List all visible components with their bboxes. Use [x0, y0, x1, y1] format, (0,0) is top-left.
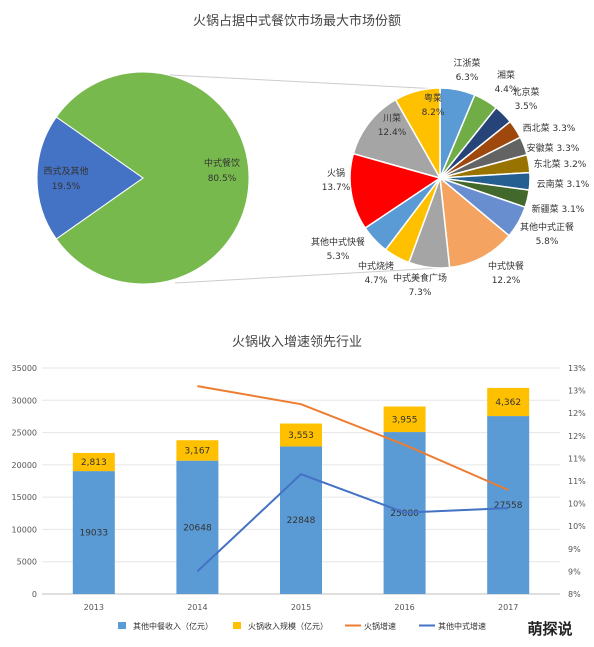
- sub-pie-slice-label: 粤菜 8.2%: [422, 92, 445, 118]
- sub-pie-slice-label: 东北菜 3.2%: [534, 158, 587, 170]
- pie-connector-lines: [169, 74, 441, 284]
- pie-chart-title: 火锅占据中式餐饮市场最大市场份额: [193, 13, 401, 29]
- y2-tick-label: 10%: [568, 522, 586, 531]
- sub-pie-slice-label: 其他中式正餐 5.8%: [520, 221, 574, 247]
- sub-pie-slice-label: 湘菜 4.4%: [495, 69, 518, 95]
- bar-value-label: 2,813: [81, 458, 107, 468]
- y2-tick-label: 12%: [568, 409, 586, 418]
- bar-chart-axes: 0 5000 10000 15000 20000 25000 30000 35000 8% 9% 9…: [12, 364, 587, 612]
- legend-label: 其他中餐收入（亿元）: [133, 621, 213, 631]
- sub-pie-slice: [394, 87, 441, 181]
- bar-other-cuisine: [176, 460, 219, 594]
- main-pie-slice: [55, 71, 250, 285]
- sub-pie-slice-label: 其他中式快餐 5.3%: [311, 236, 365, 262]
- bar-value-label: 3,955: [392, 415, 418, 425]
- sub-pie-slice-label: 中式快餐 12.2%: [488, 260, 524, 286]
- bar-value-label: 25080: [390, 509, 419, 519]
- y2-tick-label: 11%: [568, 477, 586, 486]
- y-tick-label: 15000: [12, 493, 37, 502]
- legend-label: 其他中式增速: [438, 621, 486, 631]
- y-tick-label: 35000: [12, 364, 37, 373]
- bar-hotpot: [280, 423, 322, 447]
- bar-other-cuisine: [72, 471, 115, 594]
- bar-hotpot: [383, 406, 426, 433]
- sub-pie-slice-label: 云南菜 3.1%: [537, 178, 590, 190]
- bar-hotpot: [487, 387, 530, 417]
- main-pie: 中式餐饮 80.5% 西式及其他 19.5%: [36, 71, 250, 285]
- sub-pie-slice-label: 川菜 12.4%: [378, 112, 407, 138]
- x-tick-label: 2013: [84, 603, 104, 612]
- y2-tick-label: 13%: [568, 364, 586, 373]
- y-tick-label: 10000: [12, 525, 37, 534]
- sub-pie-slice-label: 新疆菜 3.1%: [532, 203, 585, 215]
- bar-other-cuisine: [280, 446, 322, 594]
- bar-hotpot: [72, 452, 115, 472]
- sub-pie-slice-label: 中式美食广场 7.3%: [393, 272, 447, 298]
- legend-swatch: [233, 622, 241, 629]
- x-tick-label: 2016: [394, 603, 414, 612]
- legend-label: 火锅收入规模（亿元）: [248, 621, 328, 631]
- sub-pie-slice: [439, 176, 511, 269]
- legend-label: 火锅增速: [364, 621, 396, 631]
- x-tick-label: 2014: [187, 603, 207, 612]
- bar-series: 19033 2,813 20648 3,167 22848 3,553 25080 3,955…: [72, 387, 530, 594]
- y-tick-label: 0: [32, 590, 37, 599]
- bar-hotpot: [176, 440, 219, 461]
- connector-line: [174, 267, 441, 284]
- y2-tick-label: 13%: [568, 387, 586, 396]
- x-tick-label: 2017: [498, 603, 518, 612]
- sub-pie-slice: [352, 98, 442, 180]
- y-tick-label: 25000: [12, 429, 37, 438]
- main-pie-slice-label: 中式餐饮 80.5%: [204, 157, 240, 184]
- bar-value-label: 20648: [183, 523, 212, 533]
- x-tick-label: 2015: [291, 603, 311, 612]
- y2-tick-label: 11%: [568, 454, 586, 463]
- sub-pie: 江浙菜 6.3% 湘菜 4.4%北京菜 3.5% 西北菜 3.3% 安徽菜 3.3% 东北菜 …: [311, 57, 590, 298]
- connector-line: [169, 74, 441, 90]
- y2-tick-label: 10%: [568, 500, 586, 509]
- main-pie-slice: [36, 116, 144, 240]
- sub-pie-slice-label: 西北菜 3.3%: [523, 122, 576, 134]
- y2-tick-label: 9%: [568, 567, 581, 576]
- y-tick-label: 5000: [17, 558, 37, 567]
- bar-value-label: 19033: [79, 529, 108, 539]
- line-hotpot-growth: [197, 385, 509, 491]
- main-pie-slice-label: 西式及其他 19.5%: [43, 165, 88, 192]
- line-series: [196, 385, 509, 573]
- bar-value-label: 22848: [287, 516, 316, 526]
- bar-value-label: 4,362: [495, 398, 521, 408]
- line-other-growth: [196, 473, 509, 573]
- y2-tick-label: 9%: [568, 545, 581, 554]
- sub-pie-slice-label: 火锅 13.7%: [322, 168, 351, 193]
- y-tick-label: 20000: [12, 461, 37, 470]
- y-tick-label: 30000: [12, 396, 37, 405]
- sub-pie-slice-label: 安徽菜 3.3%: [527, 142, 580, 154]
- bar-other-cuisine: [487, 416, 530, 594]
- sub-pie-slice-label: 北京菜 3.5%: [512, 86, 539, 112]
- bar-value-label: 3,553: [288, 431, 314, 441]
- y2-tick-label: 8%: [568, 590, 581, 599]
- sub-pie-slice-label: 中式烧烤 4.7%: [358, 260, 394, 286]
- y2-tick-label: 12%: [568, 432, 586, 441]
- sub-pie-slice-label: 江浙菜 6.3%: [453, 57, 480, 83]
- chart-legend: 其他中餐收入（亿元） 火锅收入规模（亿元） 火锅增速 其他中式增速: [118, 621, 486, 631]
- bar-value-label: 27558: [494, 501, 523, 511]
- bar-value-label: 3,167: [185, 446, 211, 456]
- bar-chart-title: 火锅收入增速领先行业: [232, 334, 362, 350]
- legend-swatch: [118, 622, 126, 629]
- watermark-text: 萌探说: [527, 620, 572, 638]
